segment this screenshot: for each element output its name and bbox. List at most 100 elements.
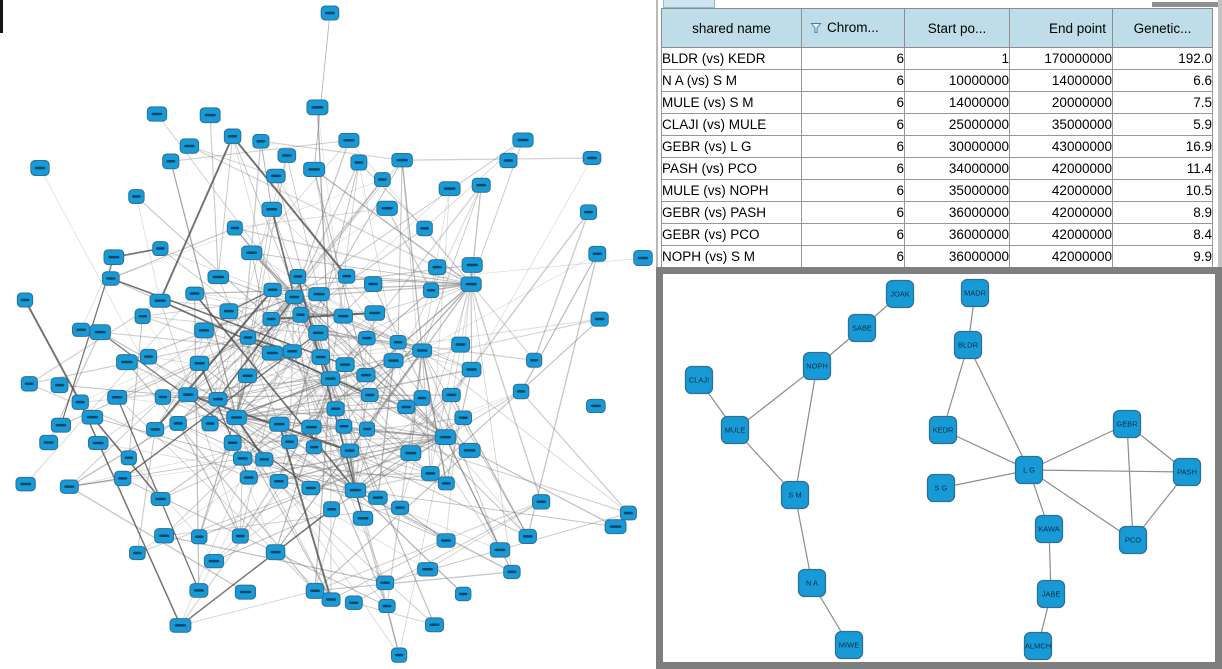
network-node[interactable] [308, 324, 329, 341]
cell-chromosome[interactable]: 6 [801, 223, 905, 246]
cell-start[interactable]: 14000000 [904, 91, 1010, 114]
mini-node-GEBR[interactable]: GEBR [1112, 409, 1142, 439]
cell-start[interactable]: 1 [904, 47, 1010, 70]
network-node[interactable] [152, 241, 169, 257]
network-node[interactable] [344, 482, 367, 498]
network-node[interactable] [526, 352, 543, 368]
network-node[interactable] [471, 177, 491, 193]
network-node[interactable] [81, 409, 104, 425]
network-node[interactable] [301, 480, 321, 496]
network-node[interactable] [226, 409, 247, 426]
network-node[interactable] [232, 451, 253, 466]
mini-node-KEDR[interactable]: KEDR [928, 415, 958, 445]
mini-node-S G[interactable]: S G [926, 473, 956, 503]
network-node[interactable] [400, 445, 422, 461]
mini-node-S M[interactable]: S M [780, 480, 810, 510]
large-network-canvas[interactable] [0, 0, 656, 669]
cell-end[interactable]: 42000000 [1009, 179, 1113, 202]
network-node[interactable] [237, 368, 258, 384]
cell-chromosome[interactable]: 6 [801, 91, 905, 114]
network-node[interactable] [261, 201, 283, 217]
network-node[interactable] [454, 410, 473, 426]
network-node[interactable] [590, 311, 609, 327]
network-node[interactable] [350, 154, 368, 171]
network-node[interactable] [226, 220, 243, 236]
network-node[interactable] [150, 491, 171, 507]
cell-end[interactable]: 42000000 [1009, 157, 1113, 180]
column-header-genetic[interactable]: Genetic... [1112, 8, 1213, 48]
network-node[interactable] [208, 391, 228, 407]
network-node[interactable] [107, 389, 128, 405]
network-node[interactable] [269, 416, 290, 432]
network-node[interactable] [199, 107, 221, 124]
cell-genetic[interactable]: 5.9 [1112, 113, 1213, 136]
network-node[interactable] [128, 189, 145, 204]
cell-shared-name[interactable]: NOPH (vs) S M [661, 245, 802, 268]
cell-shared-name[interactable]: GEBR (vs) L G [661, 135, 802, 158]
mini-node-L G[interactable]: L G [1014, 455, 1044, 485]
mini-node-PCO[interactable]: PCO [1118, 525, 1148, 555]
network-node[interactable] [360, 388, 379, 403]
cell-shared-name[interactable]: N A (vs) S M [661, 69, 802, 92]
network-node[interactable] [338, 268, 356, 284]
cell-start[interactable]: 36000000 [904, 223, 1010, 246]
cell-genetic[interactable]: 6.6 [1112, 69, 1213, 92]
network-node[interactable] [89, 324, 111, 341]
network-node[interactable] [320, 5, 340, 21]
cell-shared-name[interactable]: PASH (vs) PCO [661, 157, 802, 180]
network-node[interactable] [255, 452, 274, 467]
cell-start[interactable]: 30000000 [904, 135, 1010, 158]
mini-node-CLAJI[interactable]: CLAJI [684, 365, 714, 395]
cell-shared-name[interactable]: MULE (vs) NOPH [661, 179, 802, 202]
network-node[interactable] [383, 353, 404, 369]
network-node[interactable] [421, 465, 440, 481]
cell-end[interactable]: 42000000 [1009, 201, 1113, 224]
cell-end[interactable]: 20000000 [1009, 91, 1113, 114]
network-node[interactable] [101, 271, 120, 286]
network-node[interactable] [364, 276, 383, 292]
mini-node-MADR[interactable]: MADR [960, 278, 990, 308]
network-node[interactable] [189, 583, 209, 598]
network-node[interactable] [412, 343, 433, 358]
network-node[interactable] [239, 330, 257, 345]
network-node[interactable] [308, 287, 330, 302]
cell-end[interactable]: 14000000 [1009, 69, 1113, 92]
network-node[interactable] [281, 434, 298, 449]
network-node[interactable] [604, 519, 627, 535]
network-node[interactable] [59, 479, 79, 494]
network-node[interactable] [389, 334, 407, 350]
network-node[interactable] [261, 345, 283, 361]
network-node[interactable] [413, 390, 431, 406]
cell-chromosome[interactable]: 6 [801, 201, 905, 224]
network-node[interactable] [503, 564, 521, 580]
cell-genetic[interactable]: 7.5 [1112, 91, 1213, 114]
network-node[interactable] [72, 322, 91, 337]
network-node[interactable] [114, 470, 132, 487]
cell-end[interactable]: 170000000 [1009, 47, 1113, 70]
cell-shared-name[interactable]: BLDR (vs) KEDR [661, 47, 802, 70]
network-node[interactable] [305, 582, 325, 599]
network-node[interactable] [356, 368, 376, 383]
network-node[interactable] [285, 290, 304, 305]
network-node[interactable] [20, 376, 38, 392]
network-node[interactable] [619, 505, 637, 521]
cell-genetic[interactable]: 8.4 [1112, 223, 1213, 246]
network-node[interactable] [231, 528, 249, 544]
cell-start[interactable]: 36000000 [904, 245, 1010, 268]
network-node[interactable] [39, 434, 59, 451]
table-tab-fragment[interactable] [663, 0, 715, 8]
sub-network-canvas[interactable]: JOAK MADR SABE NOPH CLAJI BLDR MULE KEDR GEBR L G… [663, 274, 1215, 662]
mini-node-N A[interactable]: N A [797, 568, 827, 598]
network-node[interactable] [461, 361, 482, 378]
network-node[interactable] [416, 220, 433, 237]
cell-end[interactable]: 42000000 [1009, 245, 1113, 268]
network-node[interactable] [326, 401, 345, 417]
network-node[interactable] [374, 172, 391, 188]
network-node[interactable] [454, 586, 472, 602]
network-node[interactable] [162, 153, 180, 170]
network-node[interactable] [359, 421, 376, 437]
network-node[interactable] [368, 490, 388, 505]
network-node[interactable] [16, 292, 34, 308]
network-node[interactable] [323, 501, 341, 518]
cell-chromosome[interactable]: 6 [801, 69, 905, 92]
